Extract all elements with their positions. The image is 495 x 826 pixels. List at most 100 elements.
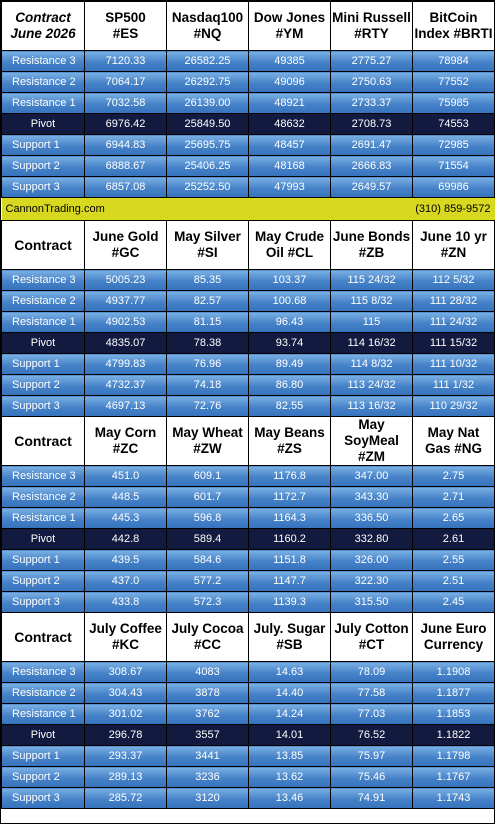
column-header-line: #ZN xyxy=(440,245,467,260)
level-value: 13.62 xyxy=(248,766,331,788)
level-value: 77.03 xyxy=(330,703,413,725)
level-value: 75.97 xyxy=(330,745,413,767)
column-header: July Coffee #KC xyxy=(84,612,167,662)
level-label: Support 3 xyxy=(1,591,85,613)
level-row-support-3: Support 3 4697.13 72.76 82.55 113 16/32 110 2… xyxy=(1,395,495,417)
contract-header: Contract xyxy=(1,612,85,662)
level-value: 439.5 xyxy=(84,549,167,571)
level-row-pivot: Pivot 6976.42 25849.50 48632 2708.73 74553 xyxy=(1,113,495,135)
level-row-pivot: Pivot 4835.07 78.38 93.74 114 16/32 111 15/32 xyxy=(1,332,495,354)
section-header-row: Contract July Coffee #KC July Cocoa #CC July.… xyxy=(1,612,495,662)
column-header: May Crude Oil #CL xyxy=(248,220,331,270)
level-row-support-3: Support 3 6857.08 25252.50 47993 2649.57 6998… xyxy=(1,176,495,198)
column-header-line: #KC xyxy=(111,637,139,652)
level-value: 1.1767 xyxy=(412,766,495,788)
level-value: 332.80 xyxy=(330,528,413,550)
column-header-line: Index #BRTI xyxy=(414,26,493,41)
level-value: 13.46 xyxy=(248,787,331,809)
contract-header-line: Contract xyxy=(15,10,71,25)
level-row-resistance-2: Resistance 2 448.5 601.7 1172.7 343.30 2.71 xyxy=(1,486,495,508)
column-header-line: #ZS xyxy=(277,441,302,456)
level-value: 77552 xyxy=(412,71,495,93)
level-value: 1.1853 xyxy=(412,703,495,725)
column-header: June Euro Currency xyxy=(412,612,495,662)
level-label: Resistance 2 xyxy=(1,682,85,704)
level-value: 78984 xyxy=(412,50,495,72)
level-value: 2708.73 xyxy=(330,113,413,135)
level-value: 3236 xyxy=(166,766,249,788)
column-header-line: SoyMeal xyxy=(344,433,399,448)
level-label: Resistance 1 xyxy=(1,507,85,529)
column-header-line: June Gold xyxy=(92,229,159,244)
level-value: 93.74 xyxy=(248,332,331,354)
column-header-line: #ZB xyxy=(358,245,385,260)
level-value: 76.52 xyxy=(330,724,413,746)
level-value: 115 24/32 xyxy=(330,269,413,291)
level-value: 4902.53 xyxy=(84,311,167,333)
column-header-line: Mini Russell xyxy=(332,10,411,25)
level-value: 114 16/32 xyxy=(330,332,413,354)
level-value: 326.00 xyxy=(330,549,413,571)
column-header-line: Currency xyxy=(423,637,484,652)
column-header-line: Dow Jones xyxy=(253,10,326,25)
level-value: 437.0 xyxy=(84,570,167,592)
section-header-row: Contract June Gold #GC May Silver #SI May Cru… xyxy=(1,220,495,270)
level-row-support-1: Support 1 6944.83 25695.75 48457 2691.47 7298… xyxy=(1,134,495,156)
level-label: Resistance 3 xyxy=(1,269,85,291)
level-value: 448.5 xyxy=(84,486,167,508)
level-value: 47993 xyxy=(248,176,331,198)
level-value: 111 10/32 xyxy=(412,353,495,375)
level-value: 1.1877 xyxy=(412,682,495,704)
level-value: 6944.83 xyxy=(84,134,167,156)
level-value: 7032.58 xyxy=(84,92,167,114)
level-value: 4697.13 xyxy=(84,395,167,417)
level-value: 6888.67 xyxy=(84,155,167,177)
level-label: Resistance 1 xyxy=(1,311,85,333)
level-value: 289.13 xyxy=(84,766,167,788)
level-row-resistance-1: Resistance 1 301.02 3762 14.24 77.03 1.1853 xyxy=(1,703,495,725)
contract-header: Contract xyxy=(1,220,85,270)
column-header-line: #SI xyxy=(197,245,218,260)
level-value: 48457 xyxy=(248,134,331,156)
level-row-pivot: Pivot 442.8 589.4 1160.2 332.80 2.61 xyxy=(1,528,495,550)
level-value: 304.43 xyxy=(84,682,167,704)
website-link[interactable]: CannonTrading.com xyxy=(5,203,105,215)
column-header-line: #YM xyxy=(275,26,304,41)
level-row-support-2: Support 2 437.0 577.2 1147.7 322.30 2.51 xyxy=(1,570,495,592)
level-value: 3441 xyxy=(166,745,249,767)
column-header-line: #CT xyxy=(358,637,385,652)
level-value: 111 24/32 xyxy=(412,311,495,333)
level-label: Support 1 xyxy=(1,353,85,375)
level-label: Resistance 3 xyxy=(1,50,85,72)
level-value: 322.30 xyxy=(330,570,413,592)
level-label: Support 3 xyxy=(1,176,85,198)
level-value: 72985 xyxy=(412,134,495,156)
level-value: 25252.50 xyxy=(166,176,249,198)
column-header-line: June Bonds xyxy=(332,229,411,244)
contract-header-line: Contract xyxy=(14,629,72,645)
column-header: SP500 #ES xyxy=(84,1,167,51)
level-value: 75.46 xyxy=(330,766,413,788)
level-value: 113 16/32 xyxy=(330,395,413,417)
level-value: 445.3 xyxy=(84,507,167,529)
level-value: 2.75 xyxy=(412,465,495,487)
level-value: 609.1 xyxy=(166,465,249,487)
column-header-line: May Crude xyxy=(254,229,325,244)
level-value: 285.72 xyxy=(84,787,167,809)
level-value: 76.96 xyxy=(166,353,249,375)
level-value: 601.7 xyxy=(166,486,249,508)
level-value: 2.71 xyxy=(412,486,495,508)
level-row-resistance-2: Resistance 2 7064.17 26292.75 49096 2750.63 7… xyxy=(1,71,495,93)
column-header-line: BitCoin xyxy=(429,10,478,25)
level-label: Resistance 2 xyxy=(1,290,85,312)
column-header-line: Nasdaq100 xyxy=(171,10,244,25)
level-value: 48168 xyxy=(248,155,331,177)
level-value: 1.1798 xyxy=(412,745,495,767)
level-value: 14.40 xyxy=(248,682,331,704)
column-header: BitCoin Index #BRTI xyxy=(412,1,495,51)
column-header: May Nat Gas #NG xyxy=(412,416,495,466)
level-value: 78.38 xyxy=(166,332,249,354)
level-value: 1139.3 xyxy=(248,591,331,613)
level-value: 115 xyxy=(330,311,413,333)
